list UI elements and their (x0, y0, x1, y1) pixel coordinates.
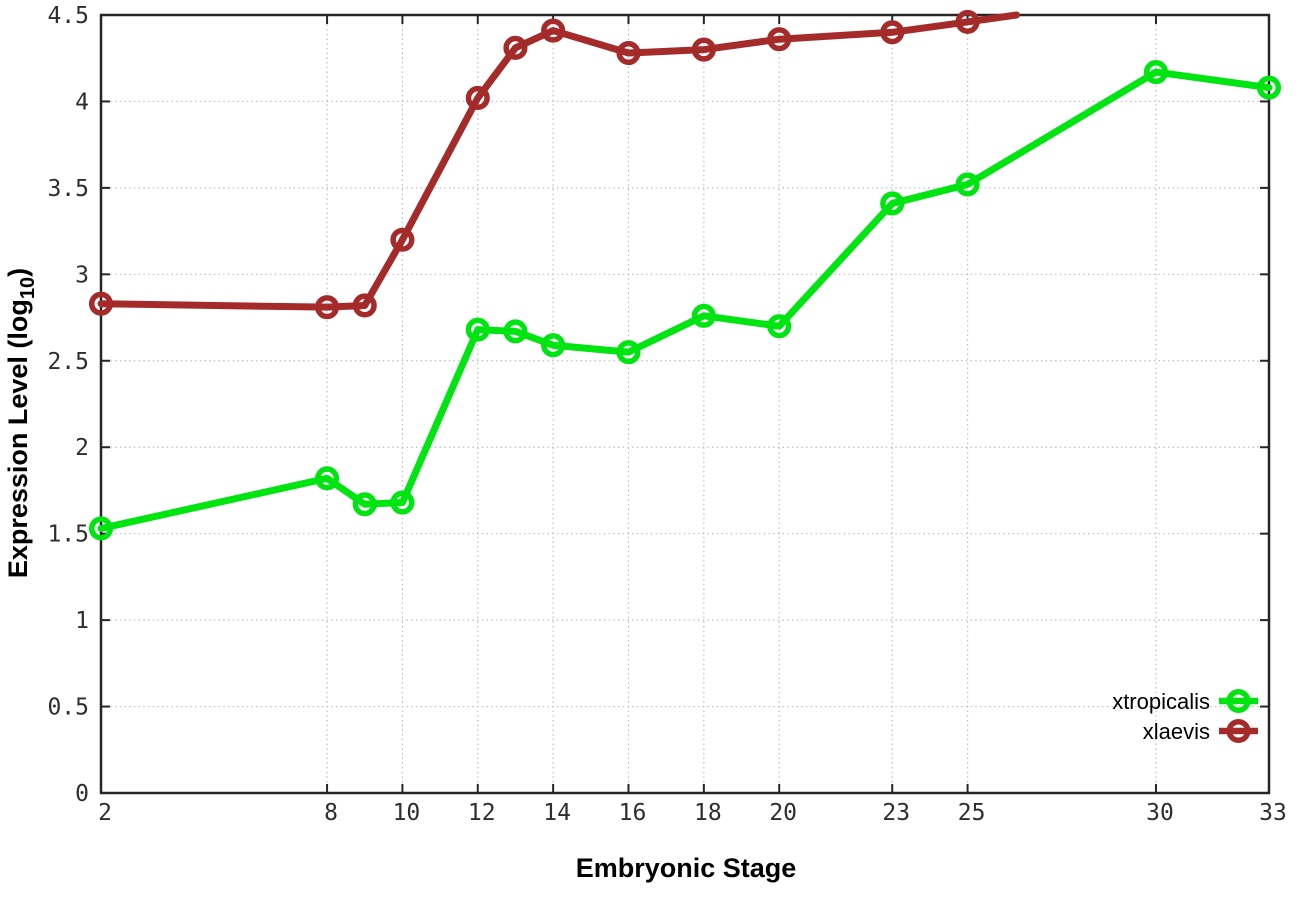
data-point-xlaevis (390, 227, 415, 252)
series-line-xtropicalis (97, 68, 1273, 532)
y-tick-label: 3.5 (47, 176, 89, 202)
y-tick-label: 2.5 (47, 349, 89, 375)
data-point-xtropicalis (88, 516, 114, 541)
y-tick-label: 4 (75, 89, 89, 115)
legend-entry-xtropicalis: xtropicalis (1112, 688, 1258, 714)
plot-border-rect (99, 13, 1271, 795)
data-point-xtropicalis (767, 314, 792, 339)
legend-sample-marker-xtropicalis (1226, 688, 1251, 714)
x-tick-label: 18 (694, 800, 722, 826)
data-point-xtropicalis (390, 490, 415, 515)
y-axis-title: Expression Level (log10) (3, 268, 39, 578)
data-point-xtropicalis (541, 333, 566, 358)
x-tick-label: 10 (393, 800, 421, 826)
plot-border (99, 13, 1271, 795)
data-series (88, 9, 1282, 541)
x-tick-label: 33 (1259, 800, 1287, 826)
data-point-xtropicalis (1143, 60, 1169, 85)
y-tick-label: 3 (75, 262, 89, 288)
y-tick-label: 1 (75, 608, 89, 634)
legend: xtropicalis xlaevis (1112, 688, 1258, 744)
data-point-xtropicalis (880, 191, 905, 216)
data-point-xtropicalis (1256, 75, 1282, 100)
data-point-xlaevis (503, 35, 528, 60)
x-tick-label: 16 (619, 800, 647, 826)
data-point-xtropicalis (465, 317, 490, 342)
x-tick-label: 30 (1146, 800, 1174, 826)
x-tick-label: 23 (882, 800, 910, 826)
data-point-xtropicalis (503, 319, 528, 344)
legend-sample-marker-xlaevis (1226, 718, 1251, 744)
x-axis-title: Embryonic Stage (576, 853, 797, 883)
series-line-xlaevis (97, 11, 1021, 311)
data-point-xlaevis (465, 85, 490, 111)
legend-label-xtropicalis: xtropicalis (1112, 689, 1210, 714)
data-point-xlaevis (541, 18, 566, 43)
x-tick-label: 25 (958, 800, 986, 826)
y-tick-label: 4.5 (47, 3, 89, 29)
data-point-xlaevis (691, 37, 716, 62)
data-point-xlaevis (955, 9, 980, 34)
x-tick-labels: 2 8 10 12 14 16 18 20 23 25 30 33 (98, 800, 1287, 826)
y-tick-label: 2 (75, 435, 89, 461)
data-point-xlaevis (616, 40, 641, 66)
y-tick-label: 0 (75, 781, 89, 807)
axis-ticks (100, 14, 1270, 794)
data-point-xtropicalis (315, 466, 340, 491)
x-tick-label: 12 (468, 800, 496, 826)
legend-entry-xlaevis: xlaevis (1143, 718, 1258, 744)
y-tick-labels: 0 0.5 1 1.5 2 2.5 3 3.5 4 4.5 (47, 3, 89, 807)
data-point-xlaevis (88, 291, 114, 316)
x-tick-label: 2 (98, 800, 112, 826)
data-point-xtropicalis (691, 303, 716, 328)
gridlines (100, 14, 1270, 794)
data-point-xlaevis (352, 293, 377, 318)
data-point-xlaevis (315, 295, 340, 320)
y-tick-label: 0.5 (47, 695, 89, 721)
data-point-xlaevis (880, 20, 905, 45)
data-point-xtropicalis (352, 492, 377, 517)
legend-label-xlaevis: xlaevis (1143, 719, 1210, 744)
data-point-xtropicalis (616, 340, 641, 365)
x-tick-label: 8 (324, 800, 338, 826)
y-tick-label: 1.5 (47, 522, 89, 548)
x-tick-label: 20 (769, 800, 797, 826)
data-point-xtropicalis (955, 172, 980, 197)
data-point-xlaevis (767, 27, 792, 52)
x-tick-label: 14 (543, 800, 571, 826)
